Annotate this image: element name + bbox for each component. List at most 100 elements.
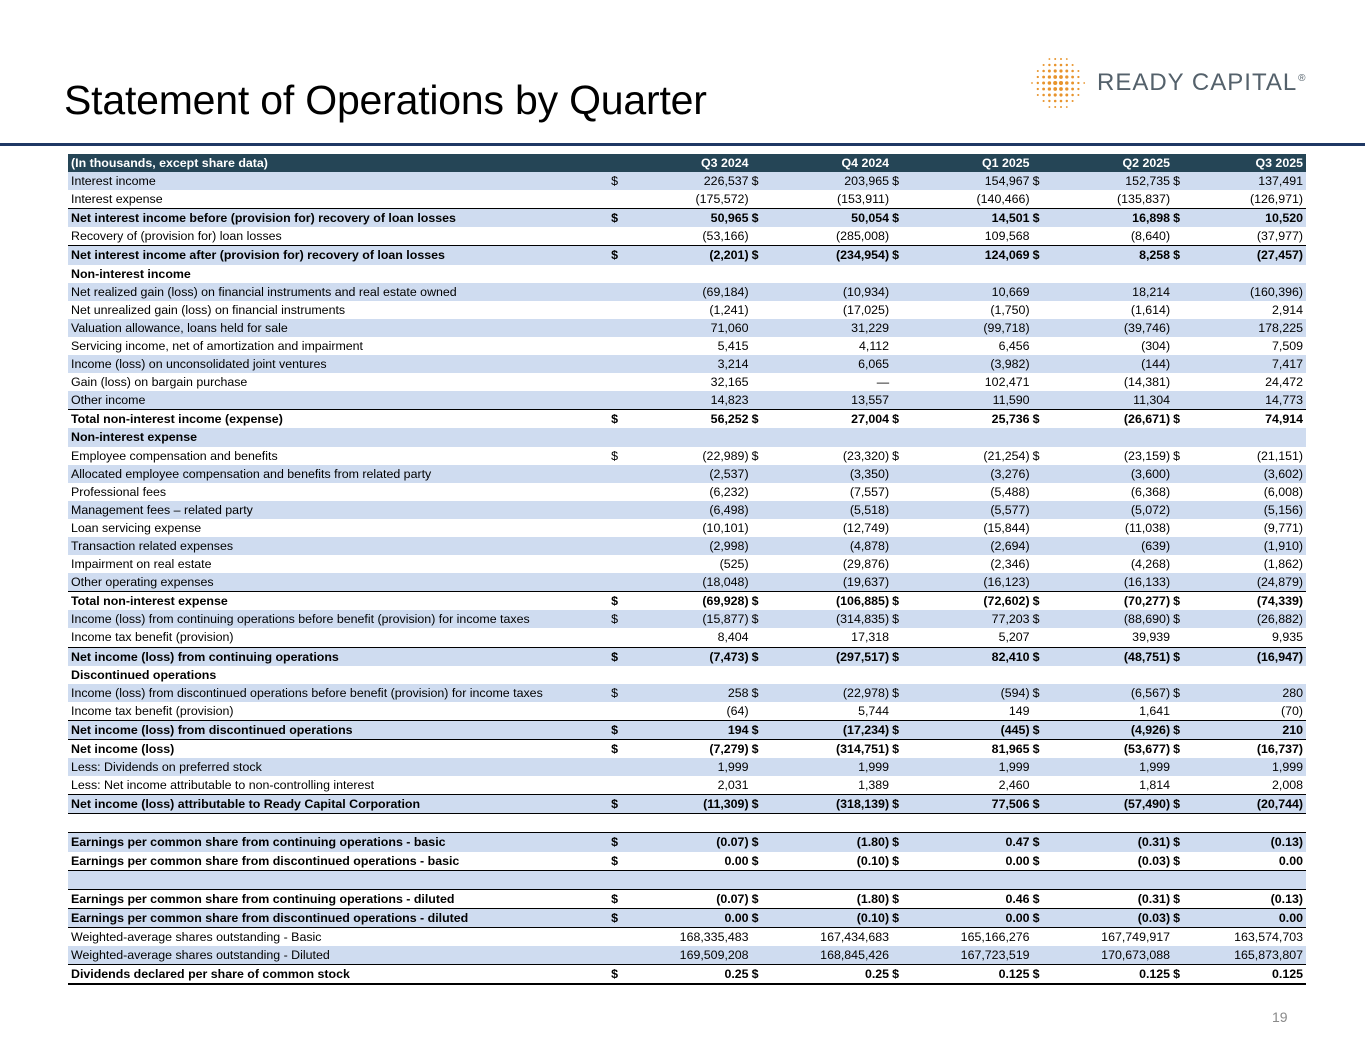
currency-sign: $ xyxy=(611,907,628,928)
currency-sign: $ xyxy=(611,208,628,228)
currency-sign xyxy=(611,813,628,833)
cell-value xyxy=(1049,428,1174,447)
cell-value: (22,989) xyxy=(702,448,749,463)
currency-sign xyxy=(751,573,769,592)
cell-value: (314,835) xyxy=(768,610,893,629)
cell-value: 178,225 xyxy=(1189,318,1306,337)
cell-value: 1,999 xyxy=(1189,758,1306,777)
currency-sign: $ xyxy=(611,409,628,429)
currency-sign: $ xyxy=(892,719,909,740)
currency-sign xyxy=(1033,483,1050,501)
cell-value: (304) xyxy=(1141,338,1171,353)
currency-sign xyxy=(752,555,769,573)
cell-value: 3,214 xyxy=(627,355,752,374)
logo-dot xyxy=(1071,99,1074,103)
currency-sign: $ xyxy=(892,888,909,909)
cell-value: 1,814 xyxy=(1139,778,1171,793)
cell-value: 77,506 xyxy=(908,794,1033,814)
cell-value: (175,572) xyxy=(695,192,749,207)
cell-value: (21,254) xyxy=(983,448,1030,463)
cell-value: 2,460 xyxy=(998,778,1030,793)
currency-sign: $ xyxy=(1173,888,1190,909)
currency-sign: $ xyxy=(751,719,769,740)
cell-value xyxy=(908,813,1033,833)
cell-value xyxy=(1049,666,1173,684)
currency-sign xyxy=(611,926,628,947)
currency-sign: $ xyxy=(1173,739,1190,759)
currency-sign: $ xyxy=(1032,448,1040,463)
cell-value: 50,965 xyxy=(627,208,752,228)
cell-value: 0.00 xyxy=(1278,853,1303,868)
cell-value: 56,252 xyxy=(627,409,752,429)
currency-sign xyxy=(1173,500,1190,519)
cell-value: 77,203 xyxy=(908,610,1033,629)
column-header-period: Q3 2024 xyxy=(611,154,752,173)
title-divider xyxy=(0,143,1365,146)
cell-value: 5,415 xyxy=(717,338,749,353)
cell-value: 0.125 xyxy=(908,964,1033,986)
currency-sign xyxy=(611,519,628,537)
cell-value: 17,318 xyxy=(851,630,890,645)
currency-sign: $ xyxy=(611,591,628,611)
currency-sign xyxy=(1173,926,1190,947)
cell-value: 31,229 xyxy=(768,318,893,337)
cell-value: 71,060 xyxy=(627,318,752,337)
cell-value: (126,971) xyxy=(1249,192,1303,207)
currency-sign: $ xyxy=(1032,832,1050,852)
currency-sign: $ xyxy=(611,245,628,265)
table-row: Net income (loss) from discontinued oper… xyxy=(68,719,1306,740)
logo-dot xyxy=(1065,87,1069,91)
cell-value: (5,156) xyxy=(1189,500,1306,519)
currency-sign xyxy=(1173,813,1190,833)
cell-value xyxy=(627,428,752,447)
table-row: Income tax benefit (provision) (64) 5,744 1… xyxy=(68,702,1306,721)
cell-value: (29,876) xyxy=(842,557,890,572)
cell-value: 0.00 xyxy=(1005,853,1030,868)
logo-dot xyxy=(1065,63,1068,67)
logo-dot xyxy=(1065,99,1068,103)
currency-sign xyxy=(611,337,628,355)
column-header-period: Q3 2025 xyxy=(1173,154,1306,173)
table-row: Total non-interest income (expense) $56,2… xyxy=(68,409,1306,429)
currency-sign xyxy=(1173,355,1190,374)
currency-sign xyxy=(892,318,909,337)
cell-value: (23,320) xyxy=(842,448,890,463)
row-label: Gain (loss) on bargain purchase xyxy=(71,375,248,390)
cell-value xyxy=(768,666,892,684)
currency-sign: $ xyxy=(611,853,618,868)
currency-sign: $ xyxy=(1173,172,1190,191)
row-label: Earnings per common share from discontin… xyxy=(68,907,612,928)
logo-dot xyxy=(1071,69,1074,73)
cell-value: 163,574,703 xyxy=(1189,926,1306,947)
cell-value: (9,771) xyxy=(1263,520,1303,535)
logo-dot xyxy=(1053,63,1057,67)
cell-value: 74,914 xyxy=(1189,409,1306,429)
cell-value: (6,232) xyxy=(709,484,749,499)
currency-sign: $ xyxy=(751,907,769,928)
cell-value: (70) xyxy=(1280,703,1303,718)
cell-value: (106,885) xyxy=(768,591,893,611)
logo-dot xyxy=(1054,106,1057,108)
cell-value: 168,335,483 xyxy=(627,926,752,947)
cell-value: (2,537) xyxy=(627,464,752,483)
currency-sign xyxy=(892,666,909,684)
currency-sign xyxy=(1032,869,1050,890)
currency-sign xyxy=(892,337,909,355)
cell-value: 1,999 xyxy=(908,758,1033,777)
table-row: Other income 14,823 13,557 11,590 11,304 14,7… xyxy=(68,391,1306,410)
cell-value: (16,737) xyxy=(1189,739,1306,759)
cell-value xyxy=(1189,428,1306,447)
row-label: Management fees – related party xyxy=(68,500,612,519)
currency-sign: $ xyxy=(1173,964,1190,986)
cell-value: (20,744) xyxy=(1189,794,1306,814)
logo-dot xyxy=(1053,99,1057,103)
cell-value: (0.03) xyxy=(1137,853,1171,868)
cell-value: (0.07) xyxy=(627,832,752,852)
cell-value: (314,751) xyxy=(768,739,893,759)
cell-value xyxy=(1190,666,1306,684)
currency-sign xyxy=(1173,373,1190,391)
cell-value: 165,166,276 xyxy=(908,926,1033,947)
table-row: Professional fees (6,232) (7,557) (5,488) (6… xyxy=(68,483,1306,501)
row-label: Non-interest expense xyxy=(68,428,612,447)
table-row: Loan servicing expense (10,101) (12,749) (1… xyxy=(68,519,1306,537)
